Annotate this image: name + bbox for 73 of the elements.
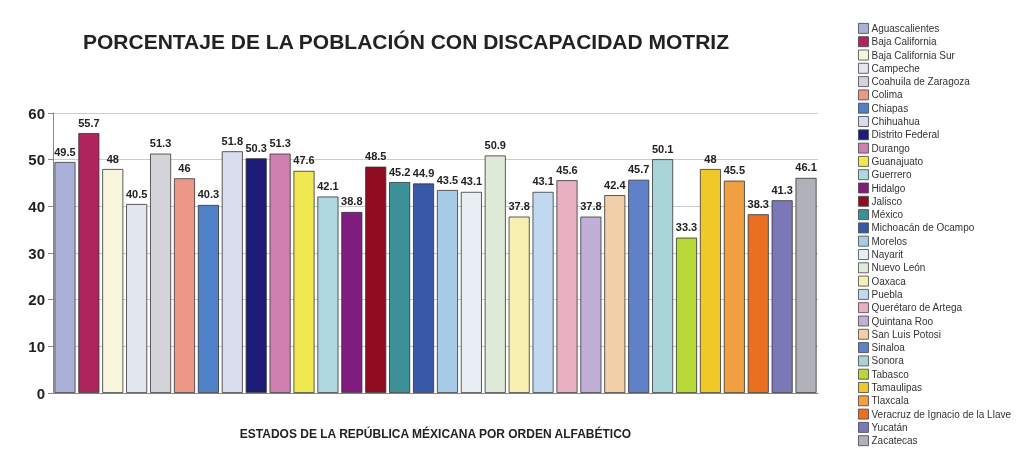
legend-label: Campeche — [871, 62, 921, 74]
legend-label: Coahuila de Zaragoza — [871, 76, 971, 88]
data-label: 45.5 — [723, 164, 746, 177]
y-tick-label: 0 — [36, 384, 45, 402]
y-tick-label: 50 — [28, 151, 45, 169]
legend-label: Tabasco — [871, 368, 910, 380]
chart-title: PORCENTAJE DE LA POBLACIÓN CON DISCAPACIDAD MOTRIZ — [83, 30, 730, 53]
legend-label: Nayarit — [871, 249, 904, 260]
y-tick-label: 30 — [28, 244, 45, 262]
data-label: 55.7 — [78, 116, 100, 129]
legend-label: Zacatecas — [871, 435, 918, 447]
legend-label: Quintana Roo — [871, 315, 934, 327]
y-tick-label: 20 — [28, 291, 45, 309]
legend-label: Chiapas — [871, 102, 909, 114]
data-label: 40.5 — [125, 187, 148, 200]
y-tick-label: 60 — [28, 104, 45, 122]
data-label: 41.3 — [771, 183, 793, 196]
data-label: 48 — [704, 152, 717, 165]
legend-label: Aguascalientes — [871, 22, 940, 34]
data-label: 43.1 — [460, 175, 483, 188]
data-label: 48 — [106, 152, 119, 165]
data-label: 42.4 — [604, 178, 627, 191]
data-label: 37.8 — [508, 200, 530, 213]
legend-label: Tlaxcala — [871, 395, 910, 407]
data-label: 43.1 — [532, 175, 554, 188]
data-label: 45.7 — [627, 163, 650, 176]
data-label: 40.3 — [197, 188, 220, 201]
data-label: 50.9 — [484, 138, 506, 151]
data-label: 48.5 — [365, 150, 387, 163]
data-label: 49.5 — [54, 145, 76, 158]
y-tick-label: 40 — [28, 197, 45, 215]
data-label: 46 — [178, 161, 191, 174]
data-label: 38.8 — [341, 195, 363, 208]
x-axis-title: ESTADOS DE LA REPÚBLICA MÉXICANA POR ORDEN ALFABÉTICO — [239, 426, 632, 441]
legend-label: Sonora — [871, 355, 905, 367]
legend-label: México — [871, 209, 904, 221]
data-label: 50.3 — [245, 141, 267, 154]
legend-label: Nuevo León — [871, 262, 926, 274]
legend-label: Durango — [871, 142, 911, 154]
data-label: 51.3 — [149, 137, 172, 150]
legend-label: Baja California Sur — [871, 49, 956, 61]
data-label: 37.8 — [580, 200, 602, 213]
legend-label: Guerrero — [871, 169, 912, 181]
data-label: 43.5 — [436, 173, 459, 186]
data-label: 38.3 — [747, 197, 769, 210]
legend-label: Oaxaca — [871, 275, 907, 287]
data-label: 51.8 — [221, 134, 244, 147]
y-tick-label: 10 — [28, 337, 45, 355]
data-label: 46.1 — [795, 161, 817, 174]
data-label: 42.1 — [317, 180, 339, 193]
legend-label: Guanajuato — [871, 155, 924, 167]
data-label: 51.3 — [269, 137, 291, 150]
legend-label: Chihuahua — [871, 116, 921, 127]
legend-label: Michoacán de Ocampo — [871, 222, 975, 234]
legend-label: Jalisco — [871, 195, 903, 207]
data-label: 44.9 — [412, 166, 435, 179]
data-label: 33.3 — [675, 221, 698, 234]
legend-label: Hidalgo — [871, 182, 906, 194]
legend-label: Colima — [871, 89, 904, 101]
legend-label: Querétaro de Artega — [871, 302, 963, 314]
legend-label: Veracruz de Ignacio de la Llave — [871, 408, 1012, 420]
data-label: 47.6 — [293, 154, 315, 167]
legend-label: Baja California — [871, 36, 937, 48]
legend-label: Yucatán — [871, 421, 908, 433]
data-label: 50.1 — [651, 142, 674, 155]
legend-label: Morelos — [871, 235, 908, 247]
data-label: 45.6 — [556, 163, 578, 176]
legend-label: Tamaulipas — [871, 382, 923, 393]
legend-label: Sinaloa — [871, 342, 906, 354]
legend-label: Puebla — [871, 288, 904, 300]
legend-label: Distrito Federal — [871, 129, 940, 141]
data-label: 45.2 — [388, 165, 411, 178]
legend-label: San Luis Potosi — [871, 328, 941, 340]
